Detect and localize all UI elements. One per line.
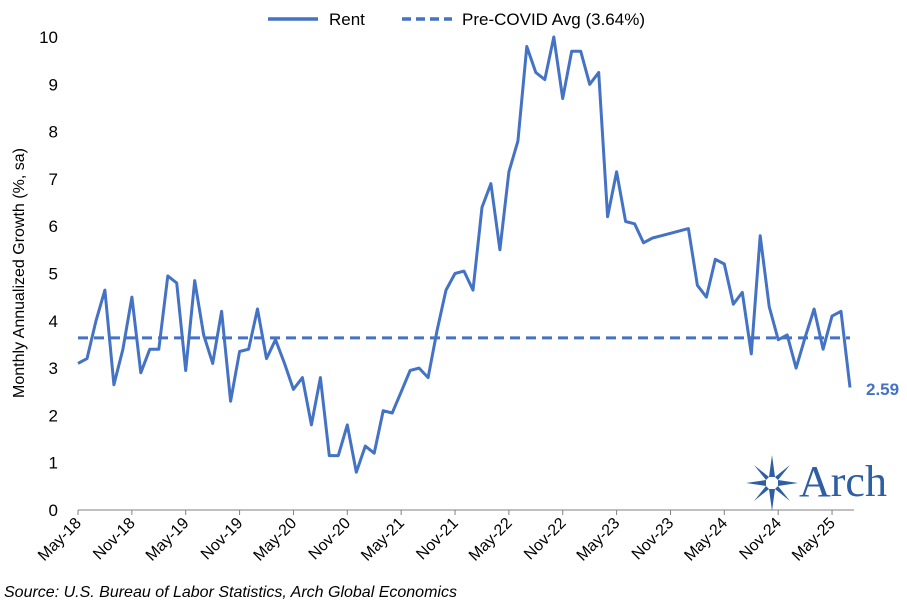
y-tick-labels: 0 1 2 3 4 5 6 7 8 9 10 xyxy=(39,28,58,520)
arch-logo-star-icon xyxy=(746,455,798,511)
arch-logo: Arch xyxy=(746,455,887,511)
x-tick-label: Nov-23 xyxy=(629,515,678,564)
x-tick-labels: May-18 Nov-18 May-19 Nov-19 May-20 Nov-20 May-… xyxy=(35,515,839,565)
y-tick-label: 2 xyxy=(49,406,58,425)
x-tick-label: Nov-20 xyxy=(306,515,355,564)
x-tick-label: May-21 xyxy=(358,515,408,565)
arch-logo-text: Arch xyxy=(799,457,887,506)
x-tick-label: May-23 xyxy=(574,515,624,565)
y-tick-label: 4 xyxy=(49,312,58,331)
x-tick-label: May-22 xyxy=(466,515,516,565)
x-tick-label: May-25 xyxy=(789,515,839,565)
x-tick-label: May-20 xyxy=(251,515,301,565)
series-line-rent xyxy=(77,35,852,474)
x-tick-label: May-24 xyxy=(681,515,731,565)
legend-label-rent: Rent xyxy=(329,10,365,29)
source-note: Source: U.S. Bureau of Labor Statistics,… xyxy=(4,584,457,601)
x-tick-label: Nov-24 xyxy=(737,515,786,564)
legend-label-precovid: Pre-COVID Avg (3.64%) xyxy=(462,10,645,29)
x-tick-label: Nov-19 xyxy=(198,515,247,564)
x-tick-label: Nov-21 xyxy=(413,515,462,564)
y-tick-label: 0 xyxy=(49,501,58,520)
y-tick-label: 10 xyxy=(39,28,58,47)
y-tick-label: 8 xyxy=(49,123,58,142)
plot-area xyxy=(77,35,852,474)
y-tick-label: 9 xyxy=(49,75,58,94)
x-tick-label: Nov-22 xyxy=(521,515,570,564)
end-value-label: 2.59 xyxy=(866,380,899,399)
y-tick-label: 5 xyxy=(49,265,58,284)
y-tick-label: 6 xyxy=(49,217,58,236)
x-tick-label: May-19 xyxy=(143,515,193,565)
x-tick-label: May-18 xyxy=(35,515,85,565)
y-axis-label: Monthly Annualized Growth (%, sa) xyxy=(11,148,28,398)
x-tick-label: Nov-18 xyxy=(90,515,139,564)
legend: Rent Pre-COVID Avg (3.64%) xyxy=(268,10,645,29)
y-tick-label: 1 xyxy=(49,454,58,473)
y-tick-label: 7 xyxy=(49,170,58,189)
y-tick-label: 3 xyxy=(49,359,58,378)
axes xyxy=(77,509,854,515)
